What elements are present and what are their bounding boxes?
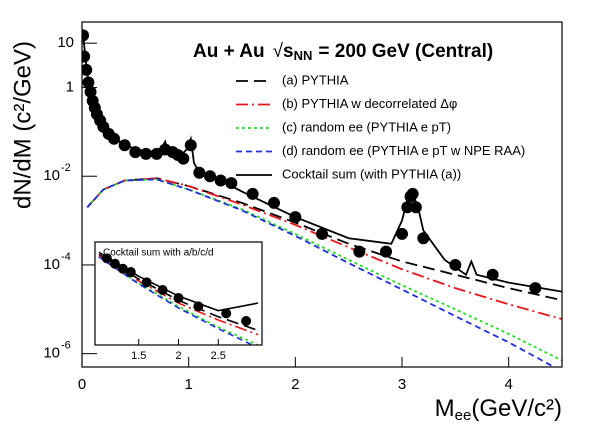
data-point [129, 146, 142, 159]
data-point [449, 258, 462, 271]
x-tick-label: 4 [504, 376, 512, 393]
y-axis-label: dN/dM (c²/GeV) [9, 41, 36, 209]
title-part: s [283, 41, 294, 62]
data-point [109, 258, 120, 269]
y-tick-label: 10 [43, 256, 60, 273]
data-point [241, 316, 252, 327]
data-point [380, 245, 392, 258]
legend-label: Cocktail sum (with PYTHIA (a)) [282, 166, 461, 181]
data-layer [98, 251, 259, 345]
data-point [417, 232, 430, 245]
x-label-part: (GeV/c²) [471, 395, 562, 422]
x-tick-label: 0 [78, 376, 86, 393]
x-tick-label: 1 [184, 376, 192, 393]
curve [98, 256, 255, 345]
inset-title: Cocktail sum with a/b/c/d [103, 248, 214, 259]
x-tick-label: 2 [291, 376, 299, 393]
data-point [193, 301, 204, 312]
title-part: = 200 GeV (Central) [318, 41, 493, 62]
data-point [268, 196, 280, 209]
data-point [214, 174, 227, 187]
data-point [82, 50, 91, 63]
data-point [289, 211, 302, 224]
data-point [82, 29, 90, 42]
data-point [101, 253, 112, 264]
chart-title: Au + Au √sNN = 200 GeV (Central) [193, 41, 493, 63]
data-point [406, 187, 419, 200]
data-point [108, 132, 120, 145]
legend-label: (d) random ee (PYTHIA e pT w NPE RAA) [282, 143, 525, 158]
data-point [246, 187, 259, 200]
plot-frame [94, 241, 263, 346]
y-tick-label: 10 [43, 345, 60, 362]
title-part: NN [294, 48, 313, 63]
x-tick-label: 3 [398, 376, 406, 393]
data-point [401, 201, 414, 214]
data-point [409, 201, 422, 214]
title-part: Au + Au [193, 41, 265, 62]
data-point [225, 177, 238, 190]
plot-frame [81, 21, 563, 368]
data-point [486, 268, 499, 281]
x-label-part: ee [455, 407, 472, 424]
y-tick-label: 10 [57, 34, 74, 51]
y-tick-exponent: -2 [61, 162, 71, 174]
y-tick-exponent: -4 [61, 251, 71, 263]
x-tick-label: 2.5 [211, 350, 226, 362]
data-point [193, 166, 206, 179]
curve [86, 177, 562, 320]
x-axis-label: Mee(GeV/c²) [435, 395, 562, 424]
data-point [117, 263, 128, 274]
inset: 1.5 2 2.5 Cocktail sum with a/b/c/d [94, 241, 263, 362]
data-point [125, 267, 136, 278]
data-point [204, 170, 216, 183]
curve [86, 178, 556, 367]
data-point [316, 227, 328, 240]
y-tick-label: 1 [66, 78, 74, 95]
data-point [221, 308, 232, 319]
data-point [157, 284, 168, 295]
data-point [140, 147, 152, 160]
legend-label: (a) PYTHIA [282, 72, 349, 87]
data-point [82, 76, 95, 89]
data-point [141, 277, 152, 288]
data-point [177, 152, 190, 165]
y-tick-label: 10 [43, 167, 60, 184]
data-point [118, 139, 131, 152]
data-point [184, 139, 197, 152]
x-tick-label: 2 [175, 350, 181, 362]
data-point [396, 227, 408, 240]
data-point [353, 245, 366, 258]
x-label-part: M [435, 395, 455, 422]
legend-label: (c) random ee (PYTHIA e pT) [282, 119, 451, 134]
data-layer [82, 29, 562, 367]
data-point [84, 85, 97, 98]
y-tick-exponent: -6 [61, 340, 71, 352]
x-tick-label: 1.5 [131, 350, 146, 362]
data-point [529, 282, 542, 295]
legend-label: (b) PYTHIA w decorrelated Δφ [282, 96, 457, 111]
data-point [82, 63, 93, 76]
sqrt-sign: √ [273, 41, 284, 62]
data-point [173, 293, 184, 304]
